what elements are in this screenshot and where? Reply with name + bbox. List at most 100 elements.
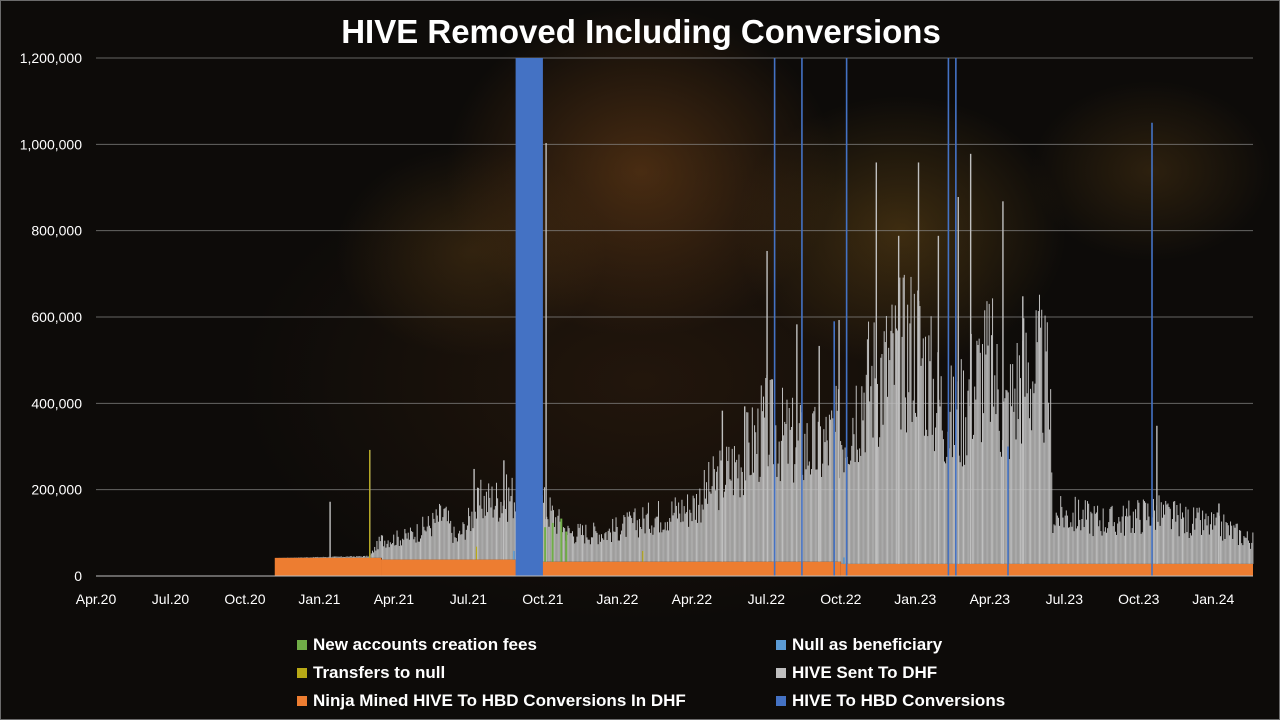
bar-hive-dhf — [563, 527, 565, 562]
bar-hive-dhf — [884, 342, 886, 564]
bar-hive-dhf — [1120, 532, 1122, 564]
bar-hive-dhf — [893, 384, 895, 564]
bar-hive-dhf — [688, 526, 690, 562]
bar-hive-dhf — [742, 495, 744, 562]
bar-hive-dhf — [862, 420, 864, 564]
bar-hive-dhf — [1013, 411, 1015, 564]
bar-hive-dhf — [946, 456, 948, 564]
bar-hive-dhf — [1132, 511, 1134, 564]
bar-hive-dhf — [459, 530, 461, 560]
bar-hive-dhf — [1008, 459, 1010, 564]
bar-hive-dhf — [1242, 545, 1244, 564]
bar-hive-dhf — [453, 526, 455, 560]
bar-hive-dhf — [350, 556, 352, 558]
y-axis-labels: 0 200,000 400,000 600,000 800,000 1,000,000 1,… — [20, 50, 83, 584]
bar-hive-dhf — [874, 378, 876, 564]
bar-hive-dhf — [489, 497, 491, 560]
bar-hive-dhf — [807, 465, 809, 562]
bar-hive-hbd-spike — [773, 58, 776, 576]
bar-hive-dhf — [1178, 536, 1180, 564]
bar-hive-dhf — [869, 401, 871, 564]
bar-hive-dhf — [945, 463, 947, 564]
bar-hive-dhf — [773, 464, 775, 562]
bar-hive-dhf-spike — [1218, 503, 1220, 564]
bar-hive-dhf — [1097, 505, 1099, 564]
bar-hive-dhf-spike — [897, 235, 900, 564]
bar-hive-dhf — [1107, 528, 1109, 564]
bar-hive-hbd-conversions — [515, 58, 543, 576]
bar-hive-dhf — [703, 469, 705, 562]
bar-hive-dhf — [1110, 507, 1112, 564]
bar-hive-dhf — [405, 533, 407, 560]
bar-hive-dhf — [907, 304, 909, 564]
bar-hive-dhf — [836, 410, 838, 562]
bar-hive-dhf — [615, 517, 617, 562]
bar-hive-dhf — [347, 556, 349, 558]
bar-hive-dhf — [493, 509, 495, 560]
bar-hive-dhf — [1199, 520, 1201, 564]
bar-hive-dhf — [310, 557, 312, 558]
bar-hive-dhf — [561, 532, 563, 562]
bar-hive-dhf — [425, 531, 427, 560]
bar-hive-dhf — [1037, 311, 1039, 564]
bar-hive-dhf — [655, 516, 657, 562]
bar-hive-dhf — [1166, 504, 1168, 564]
bar-new-account-fees — [551, 522, 554, 562]
bar-hive-dhf — [333, 556, 335, 558]
y-tick-label: 600,000 — [31, 309, 82, 325]
bar-hive-dhf — [803, 480, 805, 562]
bar-hive-dhf — [787, 463, 789, 562]
bar-hive-dhf — [611, 542, 613, 562]
bar-hive-dhf — [614, 531, 616, 562]
bar-hive-dhf — [351, 556, 353, 558]
bar-hive-dhf — [814, 406, 816, 562]
bar-hive-dhf — [914, 412, 916, 564]
bar-hive-dhf — [958, 455, 960, 564]
bar-hive-dhf — [770, 379, 772, 562]
x-tick-label: Oct.21 — [522, 591, 563, 607]
bar-hive-dhf — [557, 515, 559, 562]
bar-hive-dhf — [564, 528, 566, 562]
bar-hive-dhf — [1109, 508, 1111, 564]
bar-hive-dhf — [1227, 525, 1229, 564]
bar-hive-dhf — [1006, 390, 1008, 564]
bar-hive-dhf — [491, 486, 493, 560]
bar-hive-dhf — [824, 442, 826, 562]
bar-hive-dhf — [632, 523, 634, 562]
bar-hive-dhf — [960, 359, 962, 564]
bar-hive-dhf — [739, 497, 741, 562]
bar-hive-dhf — [671, 501, 673, 562]
bar-hive-dhf — [1209, 524, 1211, 564]
bar-hive-dhf — [396, 530, 398, 560]
bar-hive-dhf — [832, 418, 834, 562]
bar-hive-dhf — [556, 533, 558, 562]
bar-hive-dhf — [984, 310, 986, 564]
bar-hive-dhf — [719, 450, 721, 562]
x-tick-label: Apr.20 — [76, 591, 117, 607]
bar-hive-dhf — [1031, 430, 1033, 564]
bar-hive-dhf — [335, 556, 337, 558]
bar-hive-dhf — [693, 498, 695, 562]
bar-hive-dhf — [373, 552, 375, 558]
bar-hive-dhf — [435, 509, 437, 560]
bar-hive-dhf — [608, 528, 610, 562]
bar-hive-dhf — [1084, 500, 1086, 564]
bar-hive-dhf-spike — [503, 460, 505, 560]
bar-hive-dhf — [449, 523, 451, 560]
bar-hive-hbd-spike — [540, 58, 543, 576]
bar-hive-dhf — [1159, 525, 1161, 564]
bar-hive-dhf — [575, 542, 577, 562]
bar-hive-dhf — [406, 538, 408, 560]
bar-hive-dhf — [627, 516, 629, 562]
bar-hive-dhf — [1069, 527, 1071, 564]
bar-hive-dhf — [1226, 523, 1228, 564]
bar-hive-dhf-spike — [957, 196, 959, 564]
bar-hive-dhf — [911, 421, 913, 564]
y-tick-label: 0 — [74, 568, 82, 584]
bar-hive-dhf — [916, 416, 918, 564]
bar-hive-dhf — [1068, 527, 1070, 564]
bar-hive-dhf — [794, 464, 796, 562]
bar-hive-dhf — [637, 537, 639, 562]
bar-transfers-null — [369, 449, 371, 558]
bar-hive-dhf — [1040, 327, 1042, 564]
